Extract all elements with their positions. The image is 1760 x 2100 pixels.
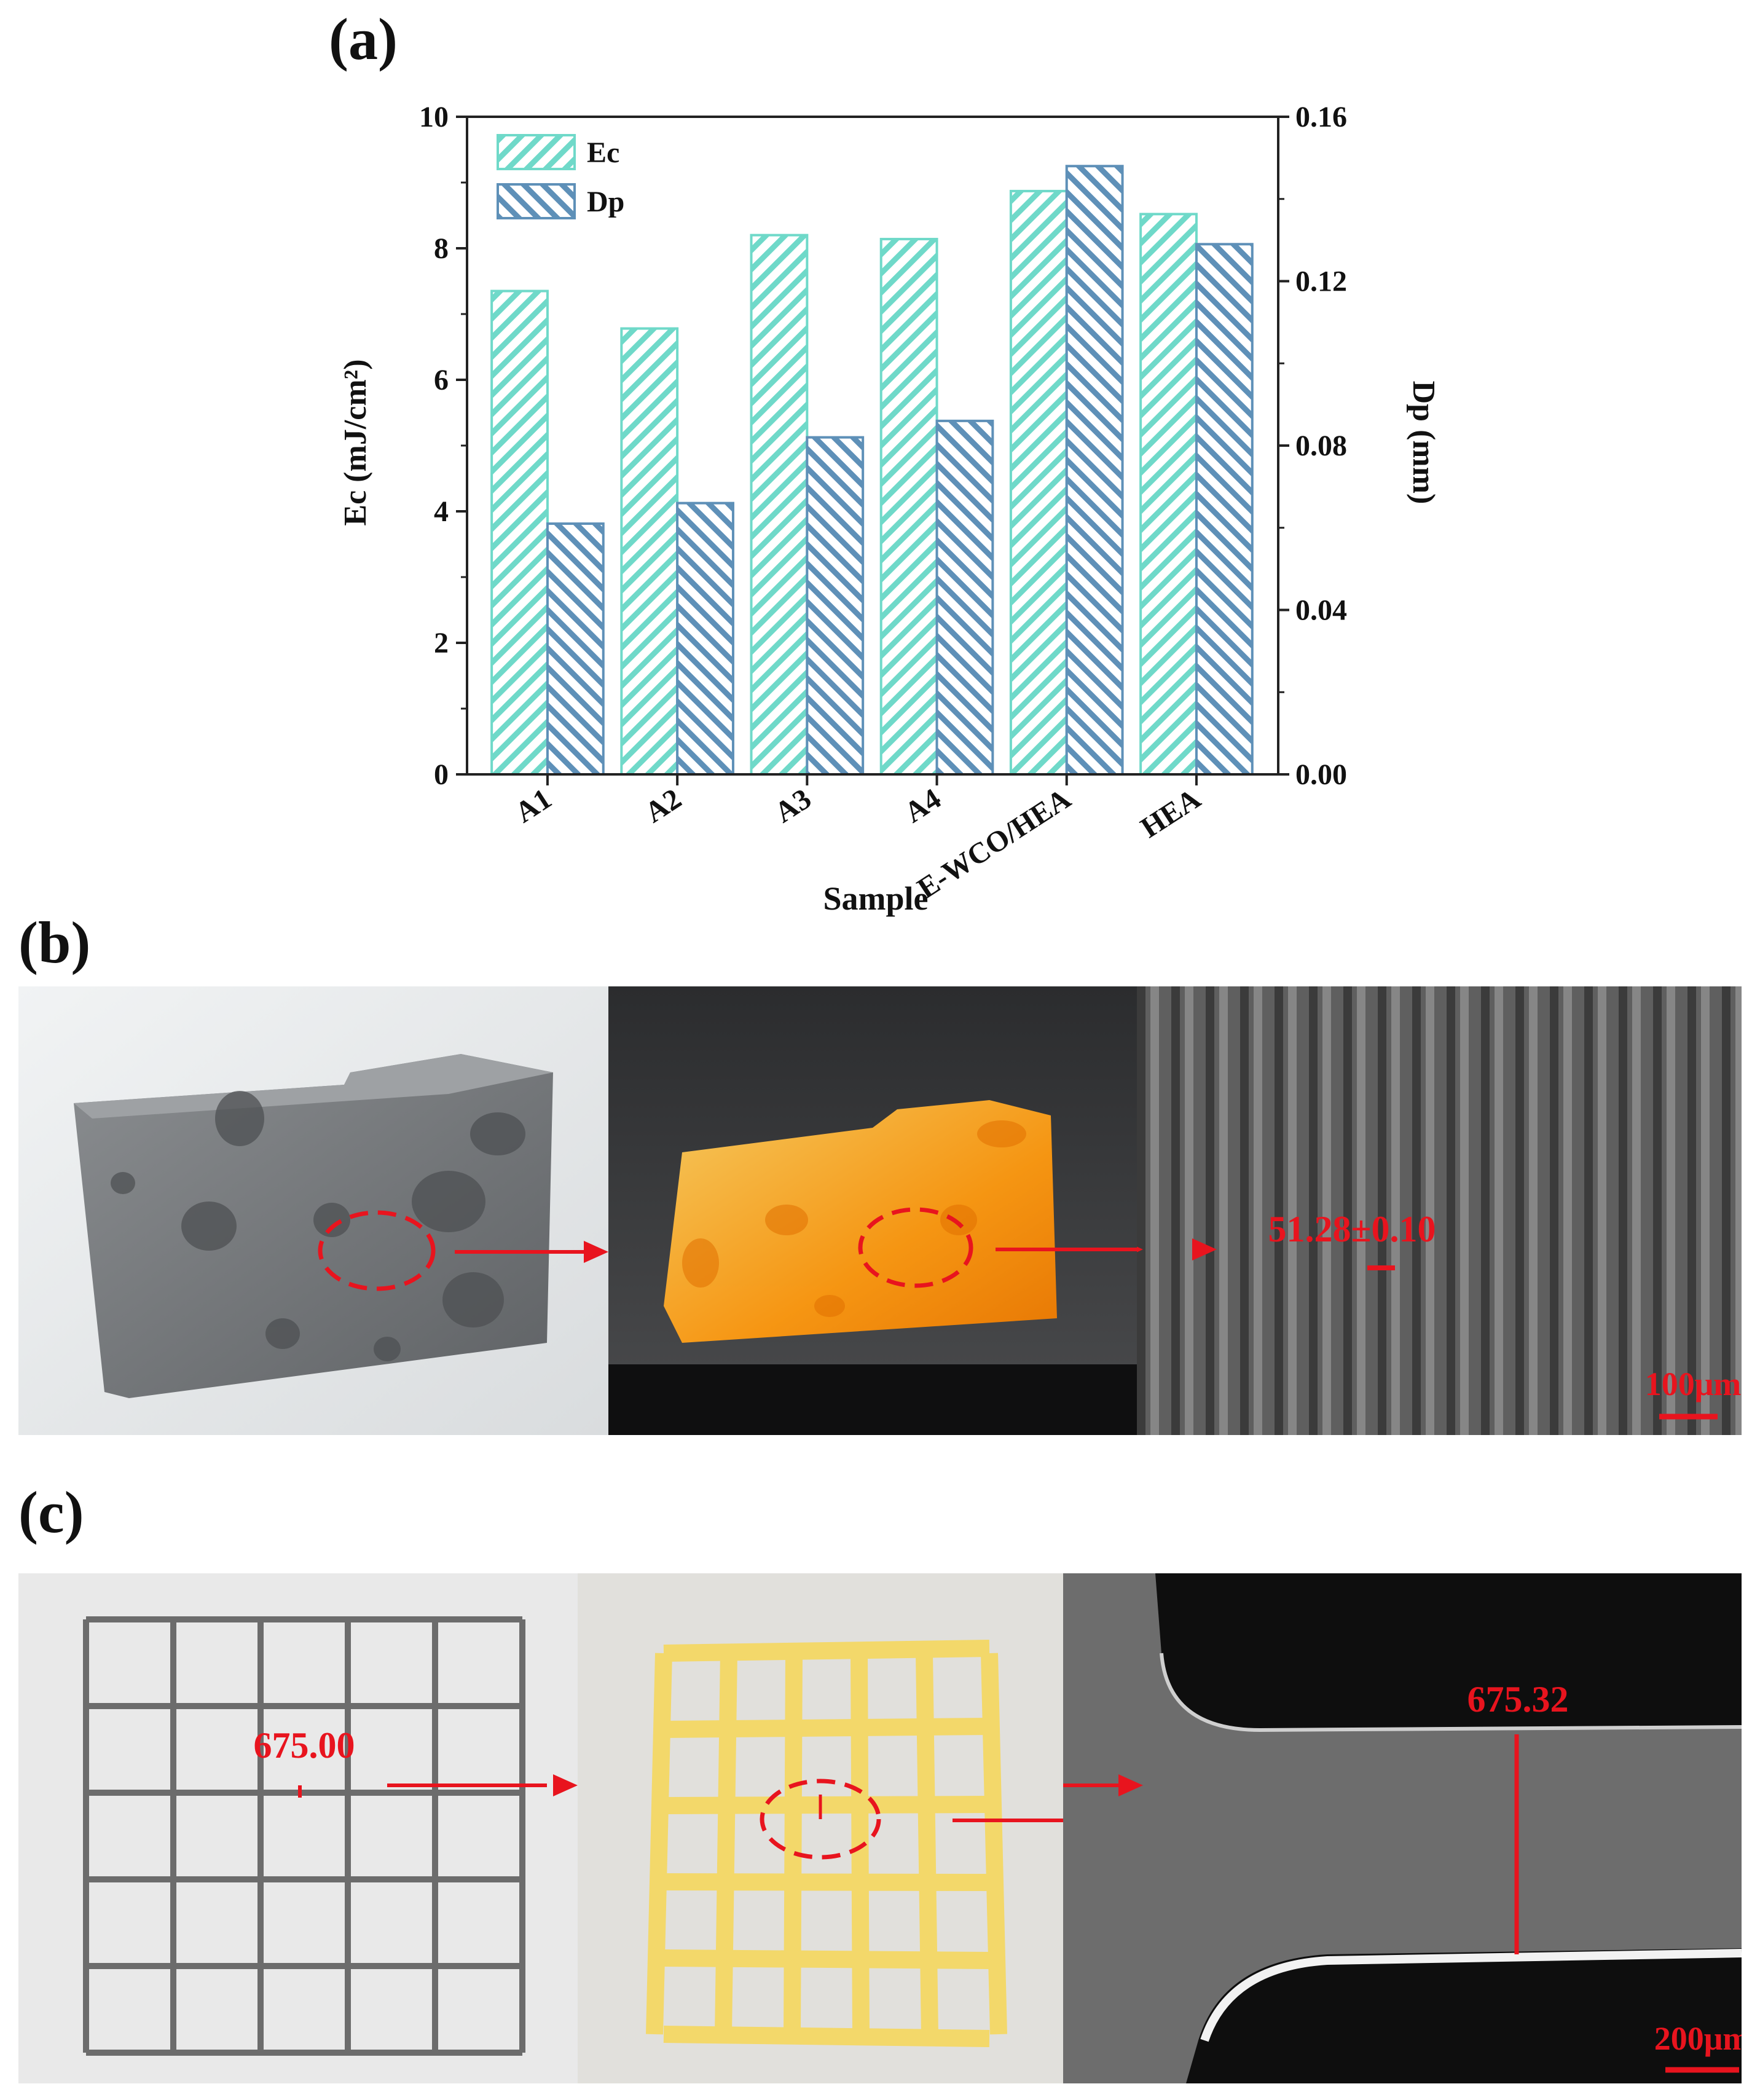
bar-ec-a2 (620, 327, 679, 776)
printed-grid-line (663, 1718, 990, 1738)
layer-thickness-label: 51.28±0.10 (1268, 1209, 1436, 1249)
bar-ec-a3 (750, 234, 809, 776)
y-tick-label-right: 0.08 (1295, 430, 1347, 462)
y-tick-label-left: 0 (434, 758, 449, 791)
bar-dp-hea (1195, 243, 1254, 776)
y-tick-label-right: 0.00 (1295, 758, 1347, 791)
y-tick-label-left: 2 (434, 627, 449, 659)
y-axis-label-right: Dp (mm) (1406, 381, 1441, 505)
legend-label-dp: Dp (587, 186, 624, 218)
y-tick-label-right: 0.12 (1295, 265, 1347, 298)
x-tick-label: A2 (639, 782, 687, 829)
bar-ec-hea (1139, 213, 1198, 776)
printed-grid-line (715, 1653, 737, 2035)
panel-a-label: (a) (329, 6, 398, 72)
printed-grid-line (851, 1653, 870, 2035)
bar-ec-a4 (879, 238, 938, 776)
x-axis-label: Sample (823, 880, 928, 917)
legend-swatch-dp (497, 183, 576, 219)
cheese-3d-model (18, 986, 608, 1435)
y-axis-label-left: Ec (mJ/cm²) (338, 359, 373, 525)
x-tick-label: HEA (1135, 782, 1206, 844)
y-tick-label-left: 10 (419, 101, 449, 133)
printed-grid-line (916, 1653, 938, 2035)
printed-grid-photo (578, 1573, 1063, 2083)
printed-cheese-photo (608, 986, 1137, 1435)
x-tick-label: A4 (898, 782, 946, 829)
bar-dp-e-wco-hea (1065, 165, 1124, 776)
legend-label-ec: Ec (587, 136, 619, 169)
y-tick-label-right: 0.16 (1295, 101, 1347, 133)
printed-grid-line (981, 1653, 1007, 2035)
printed-grid-line (663, 1640, 990, 1662)
measured-width-label: 675.32 (1467, 1679, 1569, 1720)
scale-bar-label-b: 100μm (1645, 1366, 1742, 1402)
bar-ec-e-wco-hea (1009, 189, 1068, 776)
panel-c-label: (c) (18, 1479, 84, 1545)
y-tick-label-right: 0.04 (1295, 594, 1347, 627)
printed-grid-line (663, 1949, 990, 1969)
scale-bar-label-c: 200μm (1654, 2020, 1742, 2057)
printed-grid-line (784, 1653, 803, 2035)
legend-swatch-ec (497, 134, 576, 170)
y-tick-label-left: 6 (434, 364, 449, 396)
y-tick-label-left: 4 (434, 495, 449, 528)
printed-grid-line (663, 1796, 990, 1814)
grid-cad-design: 675.00 (18, 1573, 578, 2083)
design-width-label: 675.00 (254, 1725, 355, 1766)
bar-dp-a4 (935, 419, 994, 776)
printed-grid-line (646, 1653, 672, 2035)
bar-ec-a1 (490, 289, 549, 776)
ec-dp-bar-chart: A1 A2 A3 A4E-WCO/HEA HEA02468100.000.040.080… (338, 101, 1441, 917)
x-tick-label: A3 (769, 782, 817, 829)
bar-dp-a3 (806, 436, 865, 776)
sem-image-cheese-layers: 51.28±0.10 100μm (1137, 986, 1742, 1435)
y-tick-label-left: 8 (434, 232, 449, 265)
bar-dp-a1 (546, 522, 605, 776)
panel-b-label: (b) (18, 910, 91, 975)
printed-grid-line (663, 2026, 990, 2047)
bar-dp-a2 (676, 501, 734, 776)
x-tick-label: A1 (509, 782, 557, 829)
sem-image-grid-strut: 675.32 200μm (1063, 1573, 1742, 2083)
